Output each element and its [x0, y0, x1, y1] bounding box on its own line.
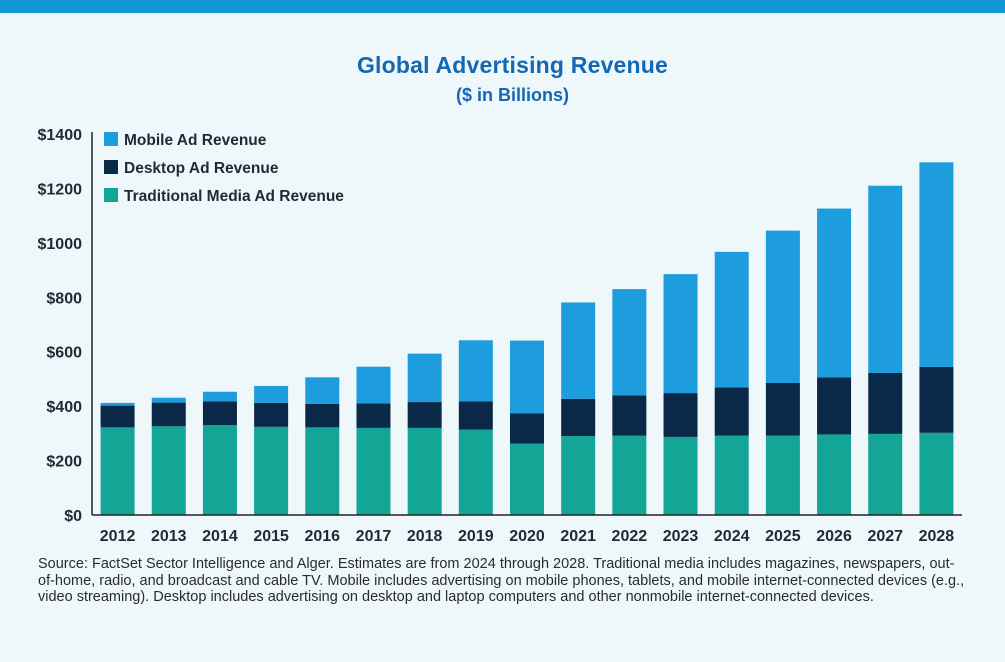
- legend-swatch-traditional-media-ad-revenue: [104, 188, 118, 202]
- bar-mobile-ad-revenue-2024: [714, 251, 749, 388]
- x-tick-label: 2028: [919, 528, 955, 545]
- chart-subtitle: ($ in Billions): [455, 85, 569, 105]
- bar-desktop-ad-revenue-2019: [458, 401, 493, 430]
- bar-mobile-ad-revenue-2023: [663, 274, 698, 394]
- bar-traditional-media-ad-revenue-2025: [765, 435, 800, 515]
- x-tick-label: 2022: [612, 528, 648, 545]
- x-tick-label: 2025: [765, 528, 801, 545]
- x-tick-label: 2018: [407, 528, 443, 545]
- bar-desktop-ad-revenue-2017: [356, 403, 391, 428]
- bar-mobile-ad-revenue-2017: [356, 366, 391, 404]
- x-tick-label: 2021: [560, 528, 596, 545]
- bar-traditional-media-ad-revenue-2023: [663, 436, 698, 515]
- legend-label: Traditional Media Ad Revenue: [124, 188, 344, 205]
- x-tick-label: 2019: [458, 528, 494, 545]
- bar-desktop-ad-revenue-2026: [817, 377, 852, 435]
- x-tick-label: 2020: [509, 528, 545, 545]
- x-tick-label: 2024: [714, 528, 750, 545]
- x-tick-label: 2013: [151, 528, 187, 545]
- bar-mobile-ad-revenue-2026: [817, 208, 852, 378]
- legend-swatch-desktop-ad-revenue: [104, 160, 118, 174]
- bar-traditional-media-ad-revenue-2012: [100, 427, 135, 515]
- source-note: Source: FactSet Sector Intelligence and …: [38, 556, 965, 605]
- bar-traditional-media-ad-revenue-2016: [305, 427, 340, 515]
- y-tick-label: $0: [64, 508, 82, 525]
- bar-desktop-ad-revenue-2022: [612, 395, 647, 436]
- bar-desktop-ad-revenue-2025: [765, 383, 800, 436]
- y-tick-label: $1400: [38, 127, 83, 144]
- bar-traditional-media-ad-revenue-2014: [202, 425, 237, 515]
- chart-title: Global Advertising Revenue: [356, 52, 669, 78]
- legend-label: Mobile Ad Revenue: [124, 132, 267, 149]
- bar-mobile-ad-revenue-2028: [919, 162, 954, 367]
- bar-desktop-ad-revenue-2021: [561, 398, 596, 437]
- bar-traditional-media-ad-revenue-2022: [612, 435, 647, 515]
- x-tick-label: 2015: [253, 528, 289, 545]
- bar-desktop-ad-revenue-2013: [151, 402, 186, 427]
- y-tick-label: $400: [46, 399, 82, 416]
- bar-traditional-media-ad-revenue-2013: [151, 426, 186, 515]
- bar-desktop-ad-revenue-2016: [305, 403, 340, 428]
- stacked-bar-chart: $0 $200 $400 $600 $800 $1000 $1200 $1400 2012 201…: [38, 127, 962, 545]
- bar-mobile-ad-revenue-2012: [100, 402, 135, 406]
- bar-mobile-ad-revenue-2014: [202, 391, 237, 402]
- bar-desktop-ad-revenue-2027: [868, 372, 903, 434]
- bar-traditional-media-ad-revenue-2019: [458, 429, 493, 515]
- bar-traditional-media-ad-revenue-2028: [919, 432, 954, 515]
- bar-mobile-ad-revenue-2020: [510, 340, 544, 414]
- bar-mobile-ad-revenue-2018: [407, 353, 442, 403]
- top-accent-bar: [0, 0, 1005, 13]
- bar-mobile-ad-revenue-2016: [305, 377, 340, 404]
- y-tick-label: $200: [46, 454, 82, 471]
- legend-label: Desktop Ad Revenue: [124, 160, 279, 177]
- bar-mobile-ad-revenue-2027: [868, 185, 903, 373]
- x-tick-label: 2017: [356, 528, 392, 545]
- bar-desktop-ad-revenue-2024: [714, 387, 749, 436]
- bar-mobile-ad-revenue-2025: [765, 230, 800, 384]
- bar-traditional-media-ad-revenue-2020: [510, 443, 544, 515]
- x-tick-label: 2014: [202, 528, 238, 545]
- y-tick-label: $800: [46, 290, 82, 307]
- bar-mobile-ad-revenue-2015: [254, 386, 289, 403]
- bar-traditional-media-ad-revenue-2021: [561, 436, 596, 515]
- x-tick-label: 2012: [100, 528, 136, 545]
- bar-traditional-media-ad-revenue-2027: [868, 433, 903, 515]
- bar-traditional-media-ad-revenue-2024: [714, 435, 749, 515]
- x-tick-label: 2023: [663, 528, 699, 545]
- bar-traditional-media-ad-revenue-2015: [254, 426, 289, 515]
- legend-swatch-mobile-ad-revenue: [104, 132, 118, 146]
- bar-mobile-ad-revenue-2013: [151, 397, 186, 403]
- bar-desktop-ad-revenue-2028: [919, 366, 954, 433]
- x-tick-label: 2026: [816, 528, 852, 545]
- bar-traditional-media-ad-revenue-2018: [407, 427, 442, 515]
- x-tick-label: 2016: [304, 528, 340, 545]
- bar-desktop-ad-revenue-2015: [254, 402, 289, 427]
- bar-desktop-ad-revenue-2012: [100, 405, 135, 428]
- bar-mobile-ad-revenue-2021: [561, 302, 596, 399]
- bar-desktop-ad-revenue-2023: [663, 393, 698, 437]
- y-tick-label: $1000: [38, 236, 83, 253]
- x-tick-label: 2027: [867, 528, 903, 545]
- bar-mobile-ad-revenue-2019: [458, 340, 493, 402]
- y-tick-label: $1200: [38, 181, 83, 198]
- y-tick-label: $600: [46, 345, 82, 362]
- bar-traditional-media-ad-revenue-2017: [356, 427, 391, 515]
- bar-mobile-ad-revenue-2022: [612, 289, 647, 396]
- bar-traditional-media-ad-revenue-2026: [817, 434, 852, 515]
- bar-desktop-ad-revenue-2020: [510, 413, 544, 444]
- bar-desktop-ad-revenue-2018: [407, 402, 442, 428]
- bar-desktop-ad-revenue-2014: [202, 401, 237, 426]
